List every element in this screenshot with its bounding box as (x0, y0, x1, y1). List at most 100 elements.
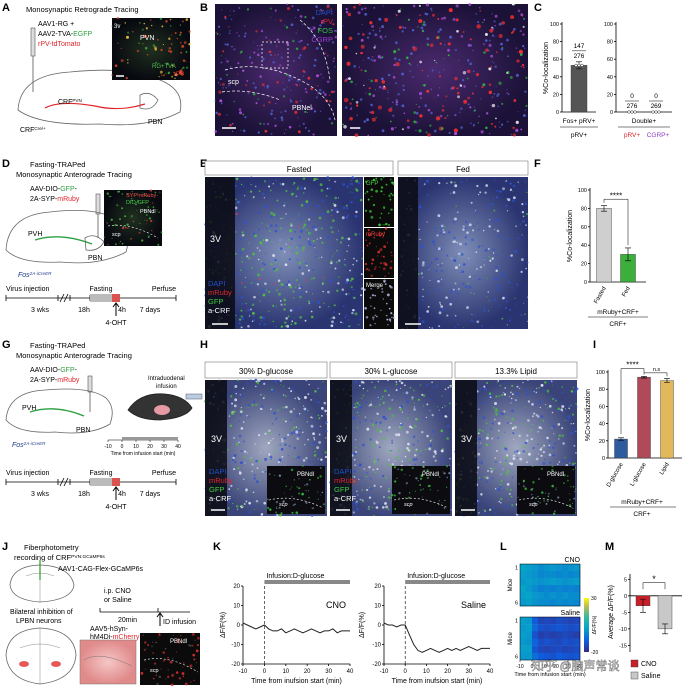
texture-dot (275, 325, 277, 328)
texture-dot (280, 56, 283, 59)
texture-dot (353, 475, 356, 478)
label: or Saline (104, 597, 132, 604)
texture-dot (229, 15, 231, 17)
texture-dot (285, 485, 287, 487)
texture-dot (289, 309, 293, 312)
texture-dot (491, 96, 494, 98)
texture-dot (309, 422, 312, 425)
texture-dot (377, 426, 379, 428)
texture-dot (435, 248, 437, 250)
texture-dot (263, 382, 266, 385)
ventricle (398, 177, 418, 329)
texture-dot (136, 49, 140, 53)
texture-dot (328, 94, 331, 96)
texture-dot (357, 181, 361, 185)
heat-cell (574, 578, 581, 586)
texture-dot (377, 105, 382, 110)
texture-dot (368, 78, 370, 81)
texture-dot (384, 502, 387, 505)
texture-dot (368, 242, 371, 245)
texture-dot (362, 394, 365, 397)
texture-dot (281, 182, 285, 186)
texture-dot (264, 395, 266, 397)
texture-dot (332, 23, 335, 26)
texture-dot (490, 202, 494, 206)
texture-dot (512, 190, 514, 192)
texture-dot (394, 433, 398, 437)
texture-dot (374, 401, 377, 404)
texture-dot (263, 104, 265, 107)
texture-dot (300, 285, 303, 288)
texture-dot (500, 47, 504, 51)
texture-dot (245, 84, 248, 86)
texture-dot (446, 182, 448, 184)
texture-dot (488, 255, 491, 258)
texture-dot (308, 460, 311, 463)
texture-dot (382, 176, 385, 179)
texture-dot (427, 75, 429, 77)
y-tick-label: 60 (607, 57, 613, 63)
infusion-pump (185, 393, 203, 400)
texture-dot (260, 513, 264, 516)
texture-dot (301, 248, 305, 252)
texture-dot (542, 419, 545, 422)
texture-dot (550, 422, 553, 425)
texture-dot (500, 501, 502, 504)
texture-dot (378, 504, 381, 507)
texture-dot (446, 254, 449, 257)
texture-dot (494, 25, 496, 27)
texture-dot (407, 18, 410, 21)
texture-dot (288, 283, 291, 287)
point (627, 110, 631, 114)
texture-dot (516, 457, 518, 459)
texture-dot (175, 671, 179, 674)
texture-dot (236, 201, 240, 204)
texture-dot (519, 53, 523, 57)
texture-dot (352, 192, 354, 194)
texture-dot (562, 442, 565, 445)
texture-dot (332, 202, 335, 205)
texture-dot (502, 468, 504, 470)
texture-dot (436, 36, 440, 39)
texture-dot (329, 100, 332, 103)
texture-dot (258, 190, 261, 193)
texture-dot (331, 209, 333, 211)
texture-dot (386, 242, 388, 244)
texture-dot (388, 194, 391, 198)
texture-dot (247, 92, 250, 95)
texture-dot (329, 226, 333, 229)
texture-dot (477, 228, 480, 231)
texture-dot (505, 180, 508, 182)
texture-dot (106, 192, 109, 195)
texture-dot (280, 448, 284, 451)
texture-dot (376, 412, 379, 415)
texture-dot (345, 216, 349, 219)
texture-dot (480, 478, 482, 481)
texture-dot (448, 302, 450, 304)
texture-dot (488, 392, 492, 395)
texture-dot (560, 401, 562, 404)
texture-dot (244, 276, 246, 279)
texture-dot (377, 250, 381, 254)
texture-dot (358, 478, 360, 481)
texture-dot (127, 62, 129, 64)
texture-dot (181, 68, 183, 70)
y-tick-label: -20 (372, 662, 381, 668)
y-tick-label: -5 (622, 610, 627, 616)
texture-dot (485, 381, 489, 385)
texture-dot (292, 290, 295, 293)
texture-dot (289, 98, 292, 100)
texture-dot (524, 468, 526, 470)
texture-dot (268, 100, 271, 104)
texture-dot (532, 424, 534, 426)
texture-dot (428, 447, 432, 451)
texture-dot (320, 227, 323, 230)
texture-dot (354, 312, 358, 316)
texture-dot (488, 132, 491, 135)
texture-dot (462, 263, 466, 266)
texture-dot (491, 477, 494, 479)
label: scp (279, 502, 288, 508)
texture-dot (572, 386, 575, 389)
text-part: AAV-DIO- (30, 186, 61, 193)
texture-dot (295, 32, 297, 34)
